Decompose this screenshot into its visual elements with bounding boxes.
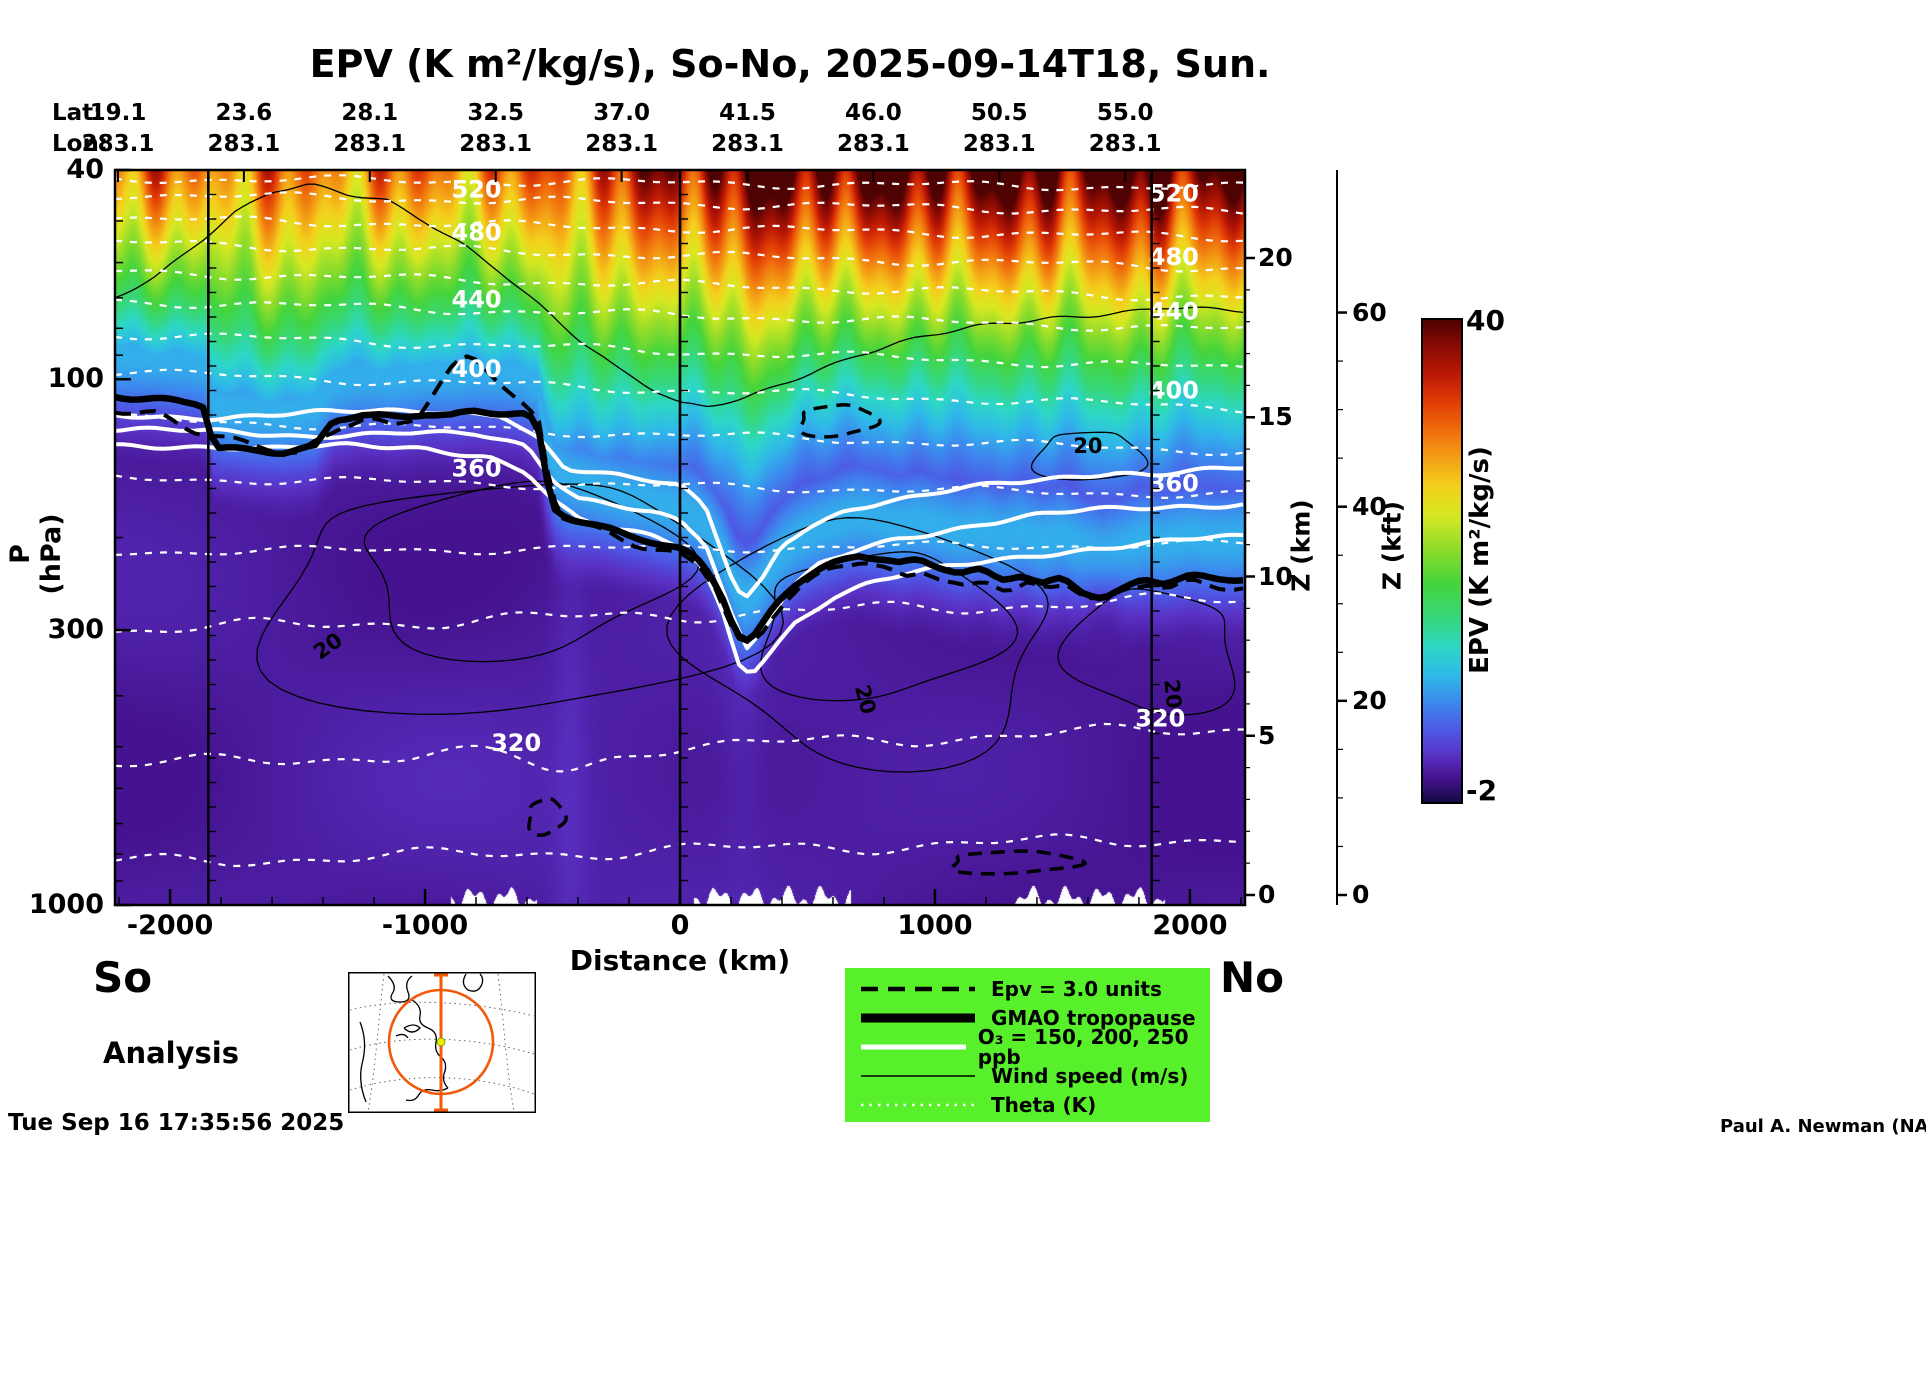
lon-label: Lon: xyxy=(52,131,109,157)
north-endpoint-label: No xyxy=(1220,953,1285,1002)
map-graticule xyxy=(349,973,535,1112)
transect-center-marker xyxy=(436,1037,446,1047)
legend-item-wind: Wind speed (m/s) xyxy=(845,1061,1210,1090)
south-endpoint-label: So xyxy=(93,953,153,1002)
lon-value: 283.1 xyxy=(837,131,910,157)
legend-item-tropopause: GMAO tropopause xyxy=(845,1003,1210,1032)
lon-value: 283.1 xyxy=(1088,131,1162,157)
colorbar-max-value: 40 xyxy=(1466,304,1505,337)
legend-line-ozone-white xyxy=(861,1044,966,1049)
lat-value: 41.5 xyxy=(719,100,776,126)
lon-value: 283.1 xyxy=(962,131,1036,157)
pressure-tick-label: 40 xyxy=(66,154,104,185)
analysis-label: Analysis xyxy=(103,1036,239,1070)
colorbar-axis-label: EPV (K m²/kg/s) xyxy=(1465,446,1495,674)
z-kft-tick-label: 60 xyxy=(1352,297,1387,327)
z-km-tick-label: 20 xyxy=(1258,243,1293,272)
legend-box: Epv = 3.0 units GMAO tropopause O₃ = 150… xyxy=(845,968,1210,1122)
legend-label-theta: Theta (K) xyxy=(991,1092,1097,1117)
lat-value: 46.0 xyxy=(845,100,902,126)
lon-row: Lon: xyxy=(0,131,1926,159)
lon-value: 283.1 xyxy=(459,131,533,157)
lat-row: Lat: xyxy=(0,100,1926,128)
z-km-tick-label: 10 xyxy=(1258,561,1293,591)
legend-label-wind: Wind speed (m/s) xyxy=(991,1063,1189,1088)
colorbar-min-value: -2 xyxy=(1466,774,1498,807)
legend-label-epv3: Epv = 3.0 units xyxy=(991,976,1162,1001)
lat-value: 32.5 xyxy=(467,100,525,126)
z-km-tick-label: 15 xyxy=(1258,402,1293,432)
distance-tick-label: 2000 xyxy=(1152,910,1228,941)
lat-value: 28.1 xyxy=(341,100,399,126)
lon-value: 283.1 xyxy=(333,131,407,157)
distance-tick-label: 1000 xyxy=(897,910,973,941)
z-kft-tick-label: 40 xyxy=(1352,491,1387,521)
pressure-tick-label: 1000 xyxy=(28,889,104,920)
distance-axis-label: Distance (km) xyxy=(569,944,791,977)
lon-value: 283.1 xyxy=(585,131,658,157)
z-km-tick-label: 0 xyxy=(1258,880,1276,909)
pressure-axis-label: P (hPa) xyxy=(5,513,67,595)
colorbar-gradient xyxy=(1421,318,1463,804)
legend-line-wind-thin xyxy=(861,1074,975,1077)
lat-value: 19.1 xyxy=(89,100,147,126)
lat-label: Lat: xyxy=(52,100,103,126)
legend-label-tropopause: GMAO tropopause xyxy=(991,1005,1196,1030)
legend-line-theta-dotted xyxy=(861,1103,975,1106)
lon-value: 283.1 xyxy=(81,131,155,157)
lat-value: 50.5 xyxy=(970,100,1028,126)
map-coastline xyxy=(359,973,484,1103)
lon-value: 283.1 xyxy=(207,131,281,157)
legend-line-tropopause-thick xyxy=(861,1013,975,1022)
distance-tick-label: 0 xyxy=(670,910,690,941)
lat-value: 37.0 xyxy=(593,100,650,126)
legend-line-epv3-dashed xyxy=(861,986,975,991)
pressure-tick-label: 100 xyxy=(47,363,104,395)
distance-tick-label: -1000 xyxy=(381,910,469,941)
timestamp: Tue Sep 16 17:35:56 2025 xyxy=(8,1110,345,1136)
legend-label-ozone: O₃ = 150, 200, 250 ppb xyxy=(977,1024,1189,1069)
legend-item-ozone: O₃ = 150, 200, 250 ppb xyxy=(845,1027,1210,1067)
lat-value: 55.0 xyxy=(1096,100,1154,126)
credit: Paul A. Newman (NASA xyxy=(1720,1116,1926,1137)
map-inset xyxy=(348,972,536,1113)
z-km-tick-label: 5 xyxy=(1258,720,1276,750)
page-title: EPV (K m²/kg/s), So-No, 2025-09-14T18, S… xyxy=(309,42,1271,86)
legend-item-theta: Theta (K) xyxy=(845,1090,1210,1119)
legend-item-epv3: Epv = 3.0 units xyxy=(845,974,1210,1003)
map-inset-svg xyxy=(348,972,536,1113)
transect-circle xyxy=(387,988,495,1096)
lon-value: 283.1 xyxy=(711,131,784,157)
z-kft-tick-label: 20 xyxy=(1352,685,1387,715)
pressure-tick-label: 300 xyxy=(47,614,104,646)
epv-heatmap-canvas xyxy=(115,170,1245,905)
z-kft-tick-label: 0 xyxy=(1352,880,1370,909)
lat-value: 23.6 xyxy=(215,100,273,126)
distance-tick-label: -2000 xyxy=(126,910,214,941)
